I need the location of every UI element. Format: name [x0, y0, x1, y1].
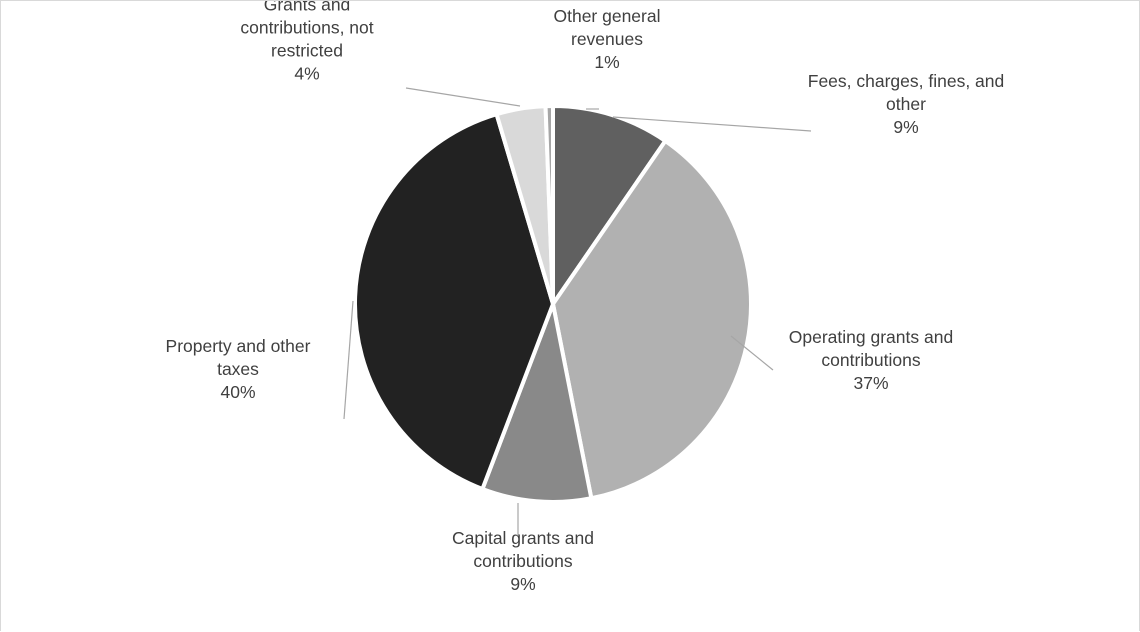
leader-line [730, 335, 774, 371]
slice-label: Property and other taxes 40% [166, 336, 311, 402]
pie-slice-capital-grants-and-contributions [480, 302, 594, 504]
slice-name-line: Fees, charges, fines, and [808, 71, 1005, 91]
slice-name-line: contributions, not [240, 18, 373, 38]
pie-slice-other-general-revenues [543, 103, 555, 306]
slice-label: Other general revenues 1% [553, 6, 660, 72]
slice-name-line: Property and other [166, 336, 311, 356]
slice-percent: 1% [594, 52, 619, 72]
leader-line [612, 116, 812, 132]
slice-label: Grants and contributions, not restricted 4% [240, 1, 373, 84]
slice-name-line: Capital grants and [452, 528, 594, 548]
slice-label: Fees, charges, fines, and other 9% [808, 71, 1005, 137]
slice-label: Capital grants and contributions 9% [452, 528, 594, 594]
slice-label: Operating grants and contributions 37% [789, 327, 953, 393]
slice-percent: 37% [853, 373, 888, 393]
slice-name-line: other [886, 94, 926, 114]
pie-slice-operating-grants-and-contributions [551, 138, 753, 501]
slice-name-line: restricted [271, 41, 343, 61]
slice-name-line: Other general [553, 6, 660, 26]
slice-percent: 9% [510, 574, 535, 594]
slice-name-line: taxes [217, 359, 259, 379]
slice-name-line: Operating grants and [789, 327, 953, 347]
slice-name-line: Grants and [264, 1, 351, 15]
slice-percent: 4% [294, 64, 319, 84]
slice-percent: 9% [893, 117, 918, 137]
slice-labels: Fees, charges, fines, and other 9% Operatin… [166, 1, 1005, 594]
pie-slices [353, 103, 753, 504]
slice-percent: 40% [220, 382, 255, 402]
slice-name-line: revenues [571, 29, 643, 49]
slice-name-line: contributions [821, 350, 920, 370]
pie-slice-fees-charges-fines-and-other [551, 104, 668, 306]
leader-lines [343, 87, 812, 535]
leader-line [405, 87, 521, 107]
pie-slice-property-and-other-taxes [353, 112, 555, 491]
leader-line [343, 300, 354, 420]
slice-name-line: contributions [473, 551, 572, 571]
